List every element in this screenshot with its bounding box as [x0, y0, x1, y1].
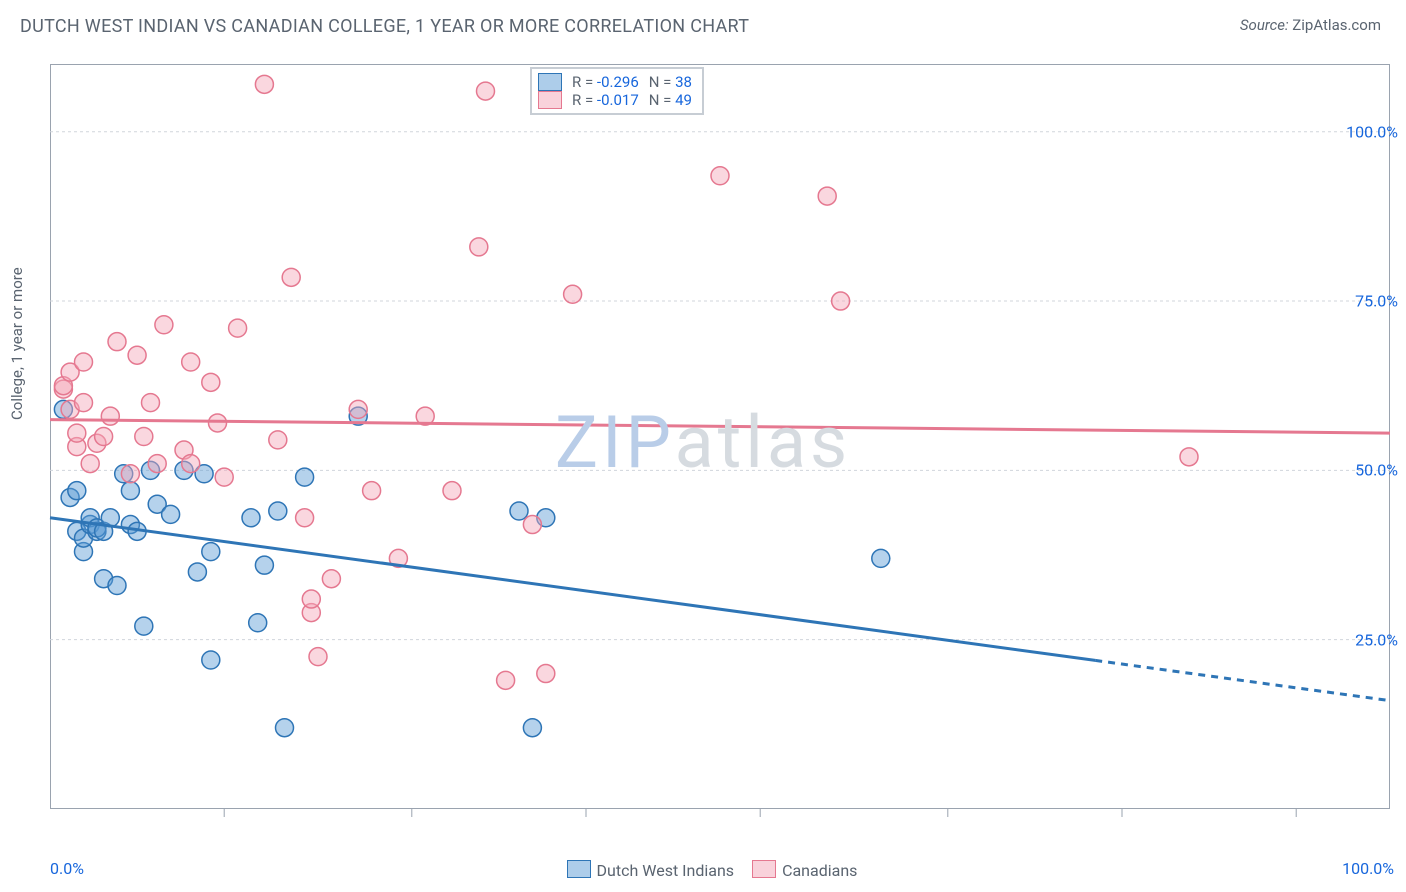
legend-series-label: Dutch West Indians	[597, 861, 735, 880]
data-point	[1180, 448, 1198, 466]
regression-line-extrapolated	[1095, 660, 1390, 700]
data-point	[523, 719, 541, 737]
correlation-legend: R = -0.296 N = 38 R = -0.017 N = 49	[530, 67, 704, 115]
series-group	[54, 75, 1198, 736]
data-point	[202, 651, 220, 669]
data-point	[75, 394, 93, 412]
data-point	[229, 319, 247, 337]
data-point	[510, 502, 528, 520]
legend-r: R = -0.296	[572, 73, 639, 91]
legend-swatch	[752, 860, 776, 878]
y-tick-label: 100.0%	[1346, 122, 1398, 141]
data-point	[68, 424, 86, 442]
chart-svg	[50, 64, 1390, 809]
legend-row: R = -0.017 N = 49	[538, 91, 692, 109]
data-point	[872, 549, 890, 567]
data-point	[162, 505, 180, 523]
chart-title: DUTCH WEST INDIAN VS CANADIAN COLLEGE, 1…	[20, 16, 749, 37]
data-point	[108, 333, 126, 351]
data-point	[302, 590, 320, 608]
plot-area	[50, 64, 1390, 809]
data-point	[121, 482, 139, 500]
data-point	[142, 394, 160, 412]
data-point	[282, 268, 300, 286]
regression-line	[50, 518, 1095, 661]
data-point	[202, 543, 220, 561]
data-point	[497, 671, 515, 689]
data-point	[309, 648, 327, 666]
legend-n: N = 38	[649, 73, 692, 91]
data-point	[470, 238, 488, 256]
data-point	[322, 570, 340, 588]
source-citation: Source: ZipAtlas.com	[1240, 16, 1381, 34]
series-legend: Dutch West Indians Canadians	[0, 860, 1406, 880]
data-point	[349, 400, 367, 418]
data-point	[269, 431, 287, 449]
data-point	[182, 455, 200, 473]
data-point	[242, 509, 260, 527]
data-point	[711, 167, 729, 185]
regression-line	[50, 420, 1390, 434]
data-point	[296, 509, 314, 527]
y-tick-label: 50.0%	[1355, 461, 1398, 480]
data-point	[121, 465, 139, 483]
legend-swatch	[567, 860, 591, 878]
data-point	[95, 428, 113, 446]
data-point	[81, 455, 99, 473]
data-point	[269, 502, 287, 520]
source-label: Source:	[1240, 16, 1289, 34]
data-point	[68, 482, 86, 500]
data-point	[135, 617, 153, 635]
data-point	[477, 82, 495, 100]
data-point	[255, 556, 273, 574]
data-point	[255, 75, 273, 93]
data-point	[108, 577, 126, 595]
data-point	[202, 373, 220, 391]
y-tick-label: 75.0%	[1355, 292, 1398, 311]
data-point	[523, 516, 541, 534]
data-point	[564, 285, 582, 303]
data-point	[276, 719, 294, 737]
data-point	[135, 428, 153, 446]
data-point	[75, 353, 93, 371]
source-value: ZipAtlas.com	[1292, 16, 1381, 34]
data-point	[443, 482, 461, 500]
legend-r: R = -0.017	[572, 91, 639, 109]
y-axis-label: College, 1 year or more	[8, 267, 26, 420]
grid-lines	[50, 132, 1390, 640]
data-point	[209, 414, 227, 432]
legend-swatch	[538, 91, 562, 109]
data-point	[101, 407, 119, 425]
data-point	[155, 316, 173, 334]
data-point	[188, 563, 206, 581]
data-point	[215, 468, 233, 486]
data-point	[128, 346, 146, 364]
data-point	[182, 353, 200, 371]
data-point	[249, 614, 267, 632]
x-ticks	[224, 809, 1296, 817]
legend-row: R = -0.296 N = 38	[538, 73, 692, 91]
data-point	[818, 187, 836, 205]
data-point	[832, 292, 850, 310]
data-point	[537, 665, 555, 683]
legend-n: N = 49	[649, 91, 692, 109]
data-point	[148, 455, 166, 473]
y-tick-label: 25.0%	[1355, 630, 1398, 649]
data-point	[363, 482, 381, 500]
legend-swatch	[538, 73, 562, 91]
legend-series-label: Canadians	[782, 861, 857, 880]
data-point	[296, 468, 314, 486]
